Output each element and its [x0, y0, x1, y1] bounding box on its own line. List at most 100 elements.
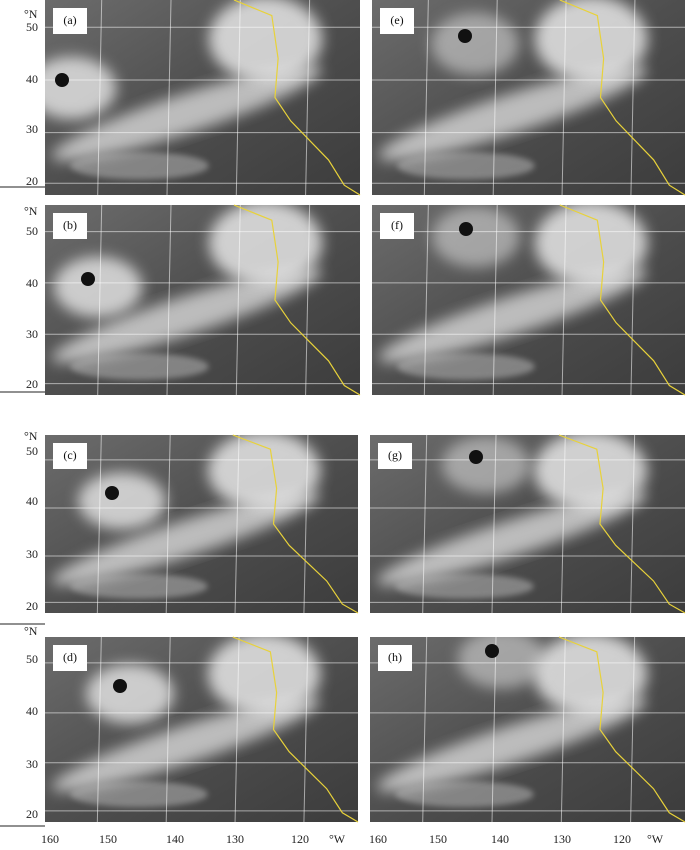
cloud [395, 781, 534, 808]
map-grid [422, 636, 428, 823]
map-grid [630, 0, 636, 196]
satellite-panel: (f) [372, 204, 686, 396]
satellite-panel: (h) [370, 636, 686, 823]
lat-label: 50 [26, 20, 38, 34]
lat-unit: °N [24, 204, 38, 218]
lat-label: 20 [26, 174, 38, 188]
cloud [397, 353, 535, 380]
cloud [395, 573, 534, 599]
cloud [533, 435, 648, 510]
map-grid [423, 0, 429, 196]
satellite-panel: (d) [45, 636, 359, 823]
lat-label: 20 [26, 599, 38, 613]
lat-unit: °N [24, 429, 38, 443]
clouds [378, 205, 648, 380]
cloud [397, 152, 535, 180]
cloud [70, 781, 208, 808]
cloud [457, 637, 547, 689]
lat-label: 20 [26, 377, 38, 391]
map-grid [423, 204, 429, 396]
cloud [86, 664, 174, 724]
clouds [51, 637, 321, 808]
lat-unit: °N [24, 624, 38, 638]
cloud [207, 637, 321, 715]
panel-label-box [378, 443, 412, 469]
coastline [233, 204, 361, 396]
clouds [376, 637, 648, 808]
lon-unit: °W [647, 832, 664, 846]
map-grid [97, 204, 103, 396]
cloud [533, 637, 648, 715]
cloud [51, 267, 322, 363]
cloud [70, 573, 208, 599]
map-grid [560, 434, 566, 614]
lon-label: 140 [166, 832, 184, 846]
satellite-panel: (g) [370, 434, 686, 614]
cloud [432, 206, 520, 268]
storm-center [485, 644, 499, 658]
lon-label: 120 [291, 832, 309, 846]
lon-unit: °W [329, 832, 346, 846]
cloud [51, 491, 320, 585]
map-grid [165, 636, 171, 823]
clouds [51, 205, 323, 380]
storm-center [459, 222, 473, 236]
map-grid [492, 0, 498, 196]
lat-label: 30 [26, 547, 38, 561]
lon-label: 160 [369, 832, 387, 846]
lat-label: 20 [26, 807, 38, 821]
cloud [378, 268, 647, 363]
storm-center [55, 73, 69, 87]
satellite-panel: (b) [45, 204, 361, 396]
map-grid [630, 204, 636, 396]
panel-label: (a) [63, 13, 76, 27]
lat-label: 40 [26, 494, 38, 508]
lon-label: 120 [613, 832, 631, 846]
map-grid [235, 204, 241, 396]
map-grid [492, 204, 498, 396]
map-grid [561, 204, 567, 396]
panel-label: (g) [388, 448, 402, 462]
panel-label-box [380, 8, 414, 34]
map-grid [305, 0, 311, 196]
cloud [376, 697, 647, 792]
lat-label: 30 [26, 122, 38, 136]
coastline [232, 434, 359, 614]
coastline [558, 636, 686, 823]
map-grid [422, 434, 428, 614]
map-grid [166, 204, 172, 396]
map-grid [305, 204, 311, 396]
panel-label: (f) [391, 218, 403, 232]
storm-center [469, 450, 483, 464]
lon-label: 160 [41, 832, 59, 846]
lat-label: 50 [26, 444, 38, 458]
cloud [51, 65, 322, 161]
storm-center [458, 29, 472, 43]
map-grid [234, 636, 240, 823]
cloud [208, 0, 323, 82]
lat-unit: °N [24, 7, 38, 21]
clouds [376, 435, 648, 599]
map-grid [630, 434, 636, 614]
panel-label-box [53, 645, 87, 671]
coastline [233, 0, 361, 196]
lat-label: 50 [26, 224, 38, 238]
cloud [376, 491, 647, 586]
storm-center [105, 486, 119, 500]
panel-label: (c) [63, 448, 76, 462]
coastline [559, 204, 686, 396]
coastline [232, 636, 359, 823]
coastline [559, 0, 686, 196]
map-grid [96, 434, 102, 614]
map-grid [491, 434, 497, 614]
map-grid [166, 0, 172, 196]
lat-label: 40 [26, 276, 38, 290]
lon-label: 140 [491, 832, 509, 846]
satellite-panel: (c) [45, 434, 359, 614]
panel-label: (d) [63, 650, 77, 664]
cloud [378, 65, 647, 161]
lon-label: 130 [226, 832, 244, 846]
clouds [45, 0, 323, 180]
panel-label: (b) [63, 218, 77, 232]
map-grid [630, 636, 636, 823]
